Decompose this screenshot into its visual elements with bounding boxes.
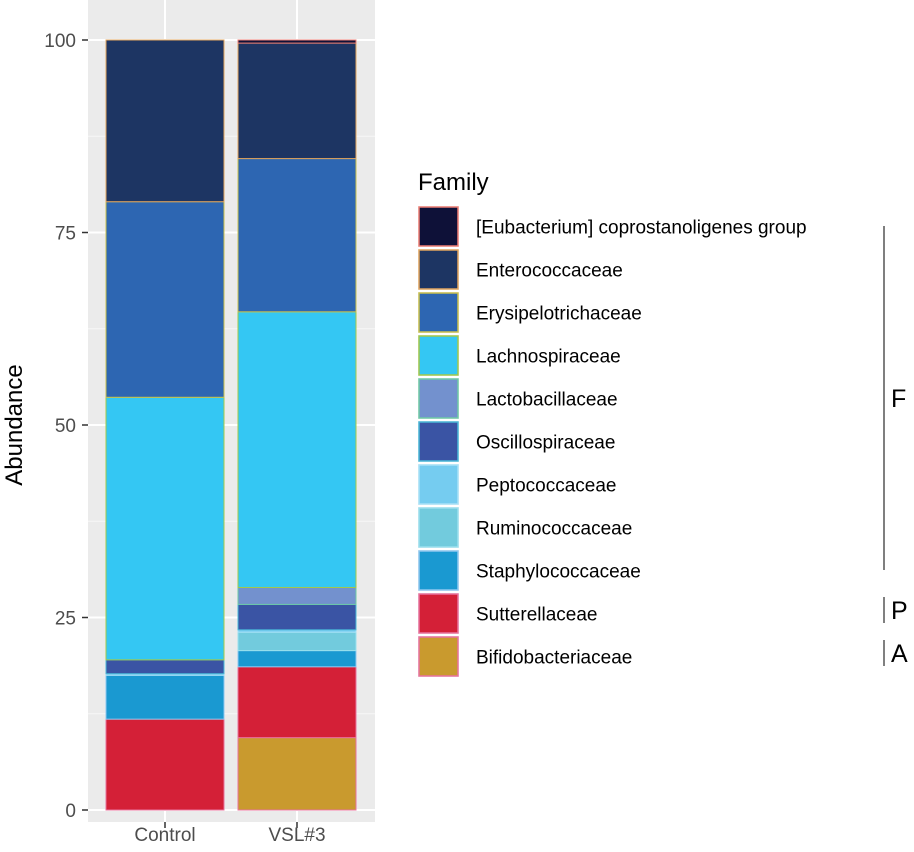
bar-segment (105, 396, 225, 661)
bar-segment (105, 718, 225, 811)
legend-title: Family (418, 169, 489, 196)
legend-label: Ruminococcaceae (476, 519, 632, 540)
legend-label: Peptococcaceae (476, 476, 617, 497)
group-bracket-label: P (891, 597, 908, 625)
legend-label: Staphylococcaceae (476, 562, 641, 583)
legend-label: [Eubacterium] coprostanoligenes group (476, 218, 807, 239)
legend-swatch (418, 249, 459, 290)
group-bracket-label: A (891, 640, 908, 668)
legend-label: Lachnospiraceae (476, 347, 621, 368)
legend-swatch (418, 550, 459, 591)
y-tick-label: 25 (55, 609, 76, 630)
x-tick-label: Control (134, 825, 195, 846)
x-axis: Control VSL#3 (134, 822, 326, 846)
bars (105, 39, 357, 811)
bar-segment (237, 311, 357, 588)
y-axis-title: Abundance (1, 364, 28, 485)
legend-label: Erysipelotrichaceae (476, 304, 642, 325)
legend-swatch (418, 593, 459, 634)
bar-segment (105, 659, 225, 675)
y-tick-label: 100 (44, 31, 76, 52)
bar-segment (237, 39, 357, 44)
legend-swatch (418, 421, 459, 462)
y-axis: 0 25 50 75 100 (44, 31, 88, 822)
y-tick-label: 75 (55, 224, 76, 245)
bar-segment (237, 631, 357, 652)
bar-segment (237, 603, 357, 631)
legend-swatch (418, 378, 459, 419)
bar-segment (237, 737, 357, 811)
group-bracket-label: F (891, 385, 906, 413)
bar-segment (237, 158, 357, 313)
y-tick-label: 50 (55, 416, 76, 437)
bar-segment (105, 39, 225, 203)
bar-segment (105, 201, 225, 398)
legend-swatch (418, 636, 459, 677)
legend: [Eubacterium] coprostanoligenes group Ent… (418, 206, 807, 677)
bar-segment (237, 586, 357, 605)
legend-label: Enterococcaceae (476, 261, 623, 282)
bar-segment (237, 650, 357, 668)
bar-segment (105, 674, 225, 720)
legend-label: Bifidobacteriaceae (476, 648, 632, 669)
y-tick-label: 0 (65, 801, 76, 822)
legend-label: Lactobacillaceae (476, 390, 618, 411)
legend-swatch (418, 507, 459, 548)
legend-group-brackets: F PA (883, 226, 908, 668)
legend-label: Sutterellaceae (476, 605, 597, 626)
legend-swatch (418, 464, 459, 505)
legend-label: Oscillospiraceae (476, 433, 615, 454)
bar-segment (237, 42, 357, 160)
legend-swatch (418, 206, 459, 247)
x-tick-label: VSL#3 (268, 825, 325, 846)
legend-swatch (418, 335, 459, 376)
legend-swatch (418, 292, 459, 333)
bar-segment (237, 666, 357, 739)
